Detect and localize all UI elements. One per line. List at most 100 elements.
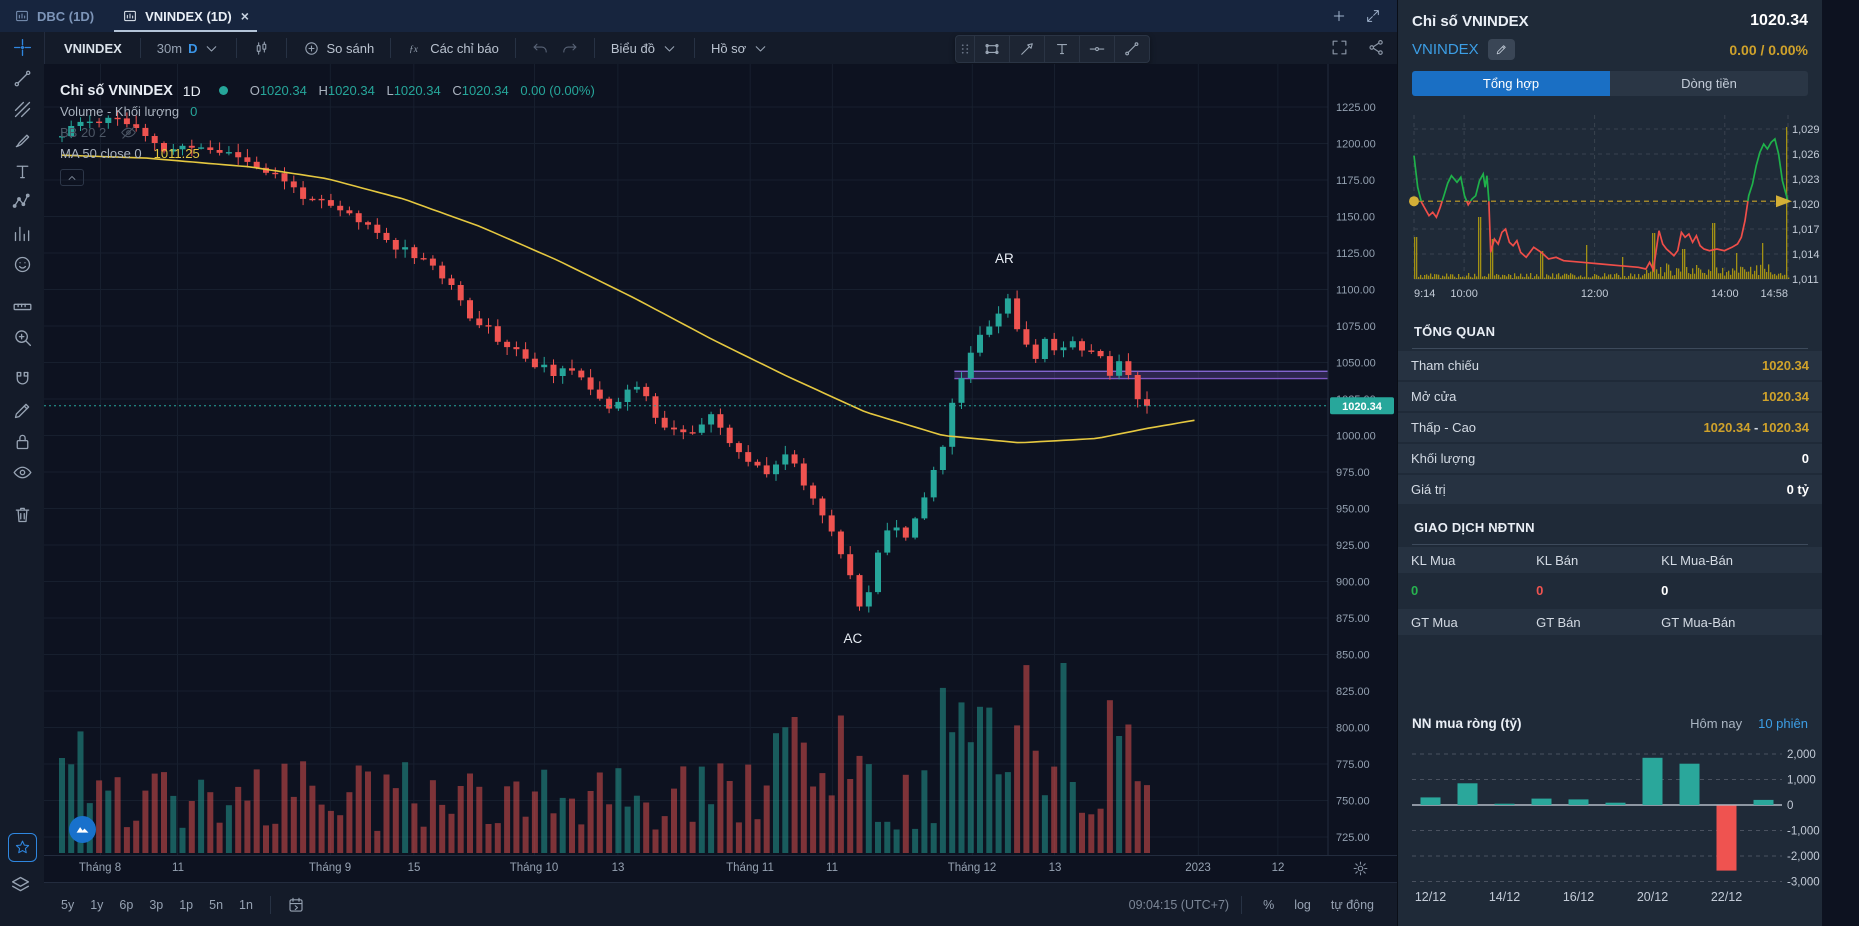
svg-text:10:00: 10:00	[1450, 288, 1478, 300]
range-3p[interactable]: 3p	[149, 898, 164, 912]
svg-text:1125.00: 1125.00	[1336, 248, 1375, 260]
object-tree-button[interactable]	[10, 874, 31, 895]
chevron-down-icon	[203, 40, 220, 57]
overview-rows: Tham chiếu 1020.34 Mở cửa 1020.34 Thấp - Cao…	[1398, 351, 1822, 504]
clock[interactable]: 09:04:15 (UTC+7)	[1128, 898, 1230, 912]
tab-dbc-label: DBC (1D)	[37, 8, 95, 24]
horizontal-line-tool-button[interactable]	[1079, 36, 1114, 62]
svg-text:975.00: 975.00	[1336, 467, 1370, 479]
maximize-icon[interactable]	[1365, 8, 1381, 24]
candles-icon	[253, 40, 270, 57]
svg-text:900.00: 900.00	[1336, 577, 1370, 589]
tool-emoji[interactable]	[0, 249, 44, 280]
tool-trend-line[interactable]	[0, 63, 44, 94]
chart-tab-icon	[122, 8, 138, 24]
legend-volume-label[interactable]: Volume - Khối lượng	[60, 103, 180, 119]
text-tool-button[interactable]	[1044, 36, 1079, 62]
arrow-tool-button[interactable]	[1009, 36, 1044, 62]
tab-tong-hop[interactable]: Tổng hợp	[1412, 71, 1610, 96]
redo-button[interactable]	[555, 40, 584, 57]
platform-logo[interactable]	[69, 816, 96, 843]
interval-daily[interactable]: D	[188, 40, 198, 56]
time-axis[interactable]: Tháng 8 11 Tháng 9 15 Tháng 10 13 Tháng 11 11 Th…	[44, 855, 1397, 883]
tab-dong-tien[interactable]: Dòng tiền	[1610, 71, 1808, 96]
new-tab-icon[interactable]	[1331, 8, 1347, 24]
foreign-net-buy-chart: 2,000 1,000 0 -1,000 -2,000 -3,000 12/12 14/12 1…	[1412, 749, 1820, 904]
tab-vnindex[interactable]: VNINDEX (1D) ×	[108, 0, 263, 32]
svg-text:AC: AC	[844, 631, 863, 646]
tool-eye[interactable]	[0, 457, 44, 488]
legend-collapse-button[interactable]	[60, 169, 84, 186]
svg-text:1075.00: 1075.00	[1336, 321, 1376, 333]
drag-handle[interactable]	[956, 36, 974, 62]
svg-text:12:00: 12:00	[1581, 288, 1609, 300]
crosshair-icon	[12, 37, 33, 58]
range-1p[interactable]: 1p	[179, 898, 194, 912]
tool-zoom-in[interactable]	[0, 322, 44, 353]
tool-crosshair[interactable]	[0, 32, 44, 63]
tool-edit[interactable]	[0, 395, 44, 426]
compare-button[interactable]: So sánh	[297, 40, 380, 57]
auto-scale-button[interactable]: tự động	[1330, 898, 1374, 912]
range-5n[interactable]: 5n	[209, 898, 224, 912]
legend-symbol[interactable]: Chỉ số VNINDEX	[60, 82, 173, 99]
favorites-button[interactable]	[8, 833, 37, 862]
svg-text:1150.00: 1150.00	[1336, 212, 1375, 224]
range-6p[interactable]: 6p	[119, 898, 134, 912]
goto-date-button[interactable]	[281, 896, 311, 914]
layers-icon	[10, 874, 31, 895]
chart-menu-button[interactable]: Biểu đồ	[605, 40, 684, 57]
percent-scale-button[interactable]: %	[1263, 898, 1275, 912]
close-tab-icon[interactable]: ×	[240, 8, 249, 24]
tool-brush[interactable]	[0, 125, 44, 156]
axis-settings-button[interactable]	[1352, 860, 1369, 877]
svg-text:-1,000: -1,000	[1787, 826, 1820, 838]
fullscreen-button[interactable]	[1330, 38, 1349, 57]
tool-pitchfork[interactable]	[0, 94, 44, 125]
legend-ma-label[interactable]: MA 50 close 0	[60, 145, 142, 161]
trendline-tool-button[interactable]	[1114, 36, 1149, 62]
range-1y[interactable]: 1y	[90, 898, 104, 912]
gt-column-headers: GT Mua GT Bán GT Mua-Bán	[1398, 609, 1822, 635]
svg-text:22/12: 22/12	[1711, 890, 1742, 904]
tool-measure[interactable]	[0, 291, 44, 322]
time-tick: Tháng 10	[509, 862, 559, 874]
symbol-button[interactable]: VNINDEX	[64, 40, 122, 56]
chart-pane[interactable]: AR AC 1225.00 1200.00 1175.00 1150.00 1125.00 1…	[44, 64, 1397, 855]
indicators-button[interactable]: ƒx Các chỉ báo	[401, 40, 505, 57]
panel-symbol-link[interactable]: VNINDEX	[1412, 41, 1479, 58]
tool-lock[interactable]	[0, 426, 44, 457]
profile-menu-button[interactable]: Hồ sơ	[705, 40, 775, 57]
eye-slash-icon[interactable]	[120, 124, 137, 141]
legend-bb-label[interactable]: BB 20 2	[60, 124, 107, 140]
foreign-header: GIAO DỊCH NĐTNN	[1412, 516, 1808, 545]
calendar-icon	[287, 896, 305, 914]
tool-pattern[interactable]	[0, 187, 44, 218]
nn-today-toggle[interactable]: Hôm nay	[1690, 715, 1743, 731]
nn-sessions-toggle[interactable]: 10 phiên	[1758, 715, 1808, 731]
range-1n[interactable]: 1n	[239, 898, 253, 912]
overview-row: Tham chiếu 1020.34	[1398, 351, 1822, 380]
tool-forecast[interactable]	[0, 218, 44, 249]
svg-text:1200.00: 1200.00	[1336, 139, 1376, 151]
svg-text:1000.00: 1000.00	[1336, 431, 1376, 443]
tool-text[interactable]	[0, 156, 44, 187]
time-tick: 13	[1048, 862, 1062, 874]
legend-change: 0.00 (0.00%)	[520, 82, 595, 98]
tool-magnet[interactable]	[0, 364, 44, 395]
tab-dbc[interactable]: DBC (1D)	[0, 0, 108, 32]
main-candlestick-chart[interactable]: AR AC 1225.00 1200.00 1175.00 1150.00 1125.00 1…	[44, 64, 1397, 855]
svg-text:800.00: 800.00	[1336, 723, 1370, 735]
tool-trash[interactable]	[0, 499, 44, 530]
log-scale-button[interactable]: log	[1294, 898, 1311, 912]
panel-tabs: Tổng hợp Dòng tiền	[1412, 71, 1808, 96]
magnet-icon	[12, 369, 33, 390]
edit-symbol-button[interactable]	[1487, 39, 1515, 60]
share-button[interactable]	[1367, 38, 1386, 57]
chart-type-button[interactable]	[247, 40, 276, 57]
rectangle-tool-button[interactable]	[974, 36, 1009, 62]
undo-button[interactable]	[526, 40, 555, 57]
interval-30m[interactable]: 30m	[156, 40, 183, 56]
range-5y[interactable]: 5y	[61, 898, 75, 912]
interval-button[interactable]: 30m D	[151, 40, 227, 57]
